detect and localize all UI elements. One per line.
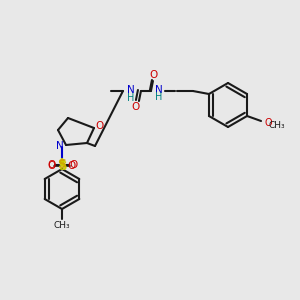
Text: O: O [47,160,55,170]
Text: N: N [56,141,64,151]
Text: S: S [58,158,67,172]
Text: CH₃: CH₃ [54,220,70,230]
Text: O: O [68,161,76,171]
Text: O: O [264,118,272,128]
Text: O: O [95,121,103,131]
Text: O: O [150,70,158,80]
Text: N: N [127,85,135,95]
Text: N: N [155,85,163,95]
Text: CH₃: CH₃ [269,122,285,130]
Text: O: O [48,161,56,171]
Text: S: S [58,160,66,173]
Text: O: O [132,102,140,112]
Text: H: H [127,93,135,103]
Text: O: O [69,160,77,170]
Text: H: H [155,92,163,102]
